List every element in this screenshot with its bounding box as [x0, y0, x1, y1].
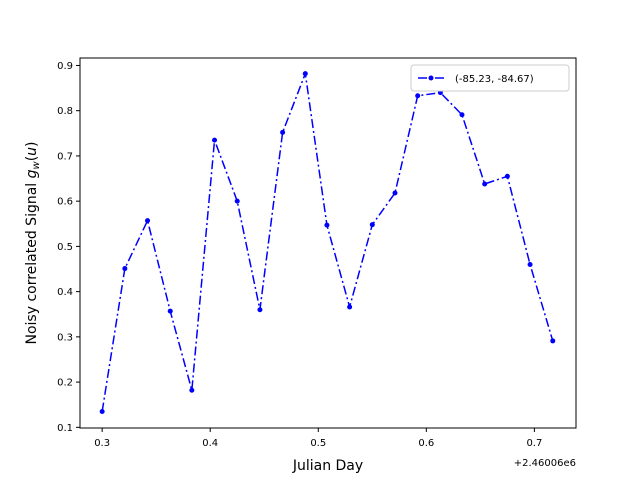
- legend: (-85.23, -84.67): [410, 64, 570, 92]
- y-tick-label: 0.6: [57, 197, 73, 208]
- legend-box: [410, 64, 570, 92]
- data-point: [122, 266, 128, 272]
- x-tick-label: 0.6: [418, 438, 434, 449]
- plot-frame: [79, 57, 577, 429]
- y-axis-label-g: g: [24, 169, 40, 178]
- data-point: [347, 304, 353, 310]
- data-point: [527, 261, 533, 267]
- data-point: [415, 93, 421, 99]
- y-tick-label: 0.3: [57, 332, 73, 343]
- data-point: [459, 112, 465, 118]
- y-tick-label: 0.2: [57, 378, 73, 389]
- data-point: [212, 137, 218, 143]
- data-point: [504, 173, 510, 179]
- y-tick-label: 0.1: [57, 423, 73, 434]
- y-axis-label-arg: (: [24, 156, 40, 161]
- data-point: [482, 181, 488, 187]
- x-tick-label: 0.5: [310, 438, 326, 449]
- x-axis-label: Julian Day: [292, 458, 363, 474]
- x-axis-offset-label: +2.46006e6: [514, 458, 576, 469]
- y-tick-label: 0.8: [57, 106, 73, 117]
- y-tick-label: 0.4: [57, 287, 73, 298]
- y-tick-label: 0.5: [57, 242, 73, 253]
- data-point: [302, 71, 308, 77]
- y-axis-ticks: 0.1 0.2 0.3 0.4 0.5 0.6 0.7 0.8 0.9: [57, 61, 80, 434]
- data-point: [257, 307, 263, 313]
- y-tick-label: 0.7: [57, 151, 73, 162]
- data-point: [189, 387, 195, 393]
- x-axis-ticks: 0.3 0.4 0.5 0.6 0.7: [94, 428, 542, 449]
- y-tick-label: 0.9: [57, 61, 73, 72]
- plot-area: [80, 58, 576, 428]
- x-tick-label: 0.3: [94, 438, 110, 449]
- legend-marker: [428, 75, 434, 81]
- y-axis-label-text: Noisy correlated Signal: [24, 178, 40, 344]
- x-tick-label: 0.4: [202, 438, 218, 449]
- data-point: [550, 338, 556, 344]
- data-point: [167, 308, 173, 314]
- legend-label: (-85.23, -84.67): [455, 74, 534, 85]
- data-point: [145, 218, 151, 224]
- data-point: [369, 222, 375, 228]
- data-point: [99, 408, 105, 414]
- y-axis-label-close: ): [24, 141, 40, 146]
- data-point: [280, 129, 286, 135]
- data-point: [234, 198, 240, 204]
- y-axis-label: Noisy correlated Signal gw(u): [24, 141, 42, 344]
- y-axis-label-u: u: [24, 147, 40, 156]
- data-point: [324, 222, 330, 228]
- x-tick-label: 0.7: [526, 438, 542, 449]
- series-layer: [99, 71, 556, 414]
- data-point: [392, 190, 398, 196]
- y-axis-label-sub-w: w: [31, 160, 42, 169]
